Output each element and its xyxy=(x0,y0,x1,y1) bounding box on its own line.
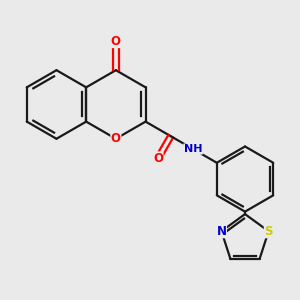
Text: O: O xyxy=(111,132,121,145)
Text: N: N xyxy=(216,225,226,238)
Text: S: S xyxy=(264,225,273,238)
Text: NH: NH xyxy=(184,144,202,154)
Text: O: O xyxy=(111,34,121,48)
Text: O: O xyxy=(153,152,163,165)
